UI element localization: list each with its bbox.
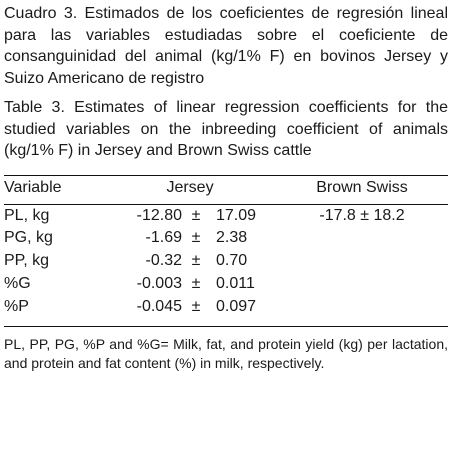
cell-variable: PG, kg bbox=[4, 229, 53, 247]
caption-english: Table 3. Estimates of linear regression … bbox=[4, 99, 448, 159]
cell-jersey-estimate: -0.003 bbox=[136, 274, 182, 292]
table-figure: Cuadro 3. Estimados de los coeficientes … bbox=[4, 3, 448, 373]
regression-table: Variable Jersey Brown Swiss PL, kg -12.8… bbox=[4, 176, 448, 319]
table-header-rule bbox=[4, 203, 448, 205]
cell-jersey-se: 2.38 bbox=[216, 229, 248, 247]
table-row: %G -0.003 ± 0.011 bbox=[4, 273, 448, 296]
table-row: %P -0.045 ± 0.097 bbox=[4, 296, 448, 319]
cell-jersey-se: 0.70 bbox=[216, 252, 248, 270]
header-brown-swiss: Brown Swiss bbox=[316, 178, 408, 196]
table-row: PP, kg -0.32 ± 0.70 bbox=[4, 250, 448, 273]
cell-plus-minus: ± bbox=[191, 274, 201, 292]
caption-spanish: Cuadro 3. Estimados de los coeficientes … bbox=[4, 5, 448, 87]
cell-brown-swiss bbox=[276, 273, 448, 296]
table-row: PL, kg -12.80 ± 17.09 -17.8 ± 18.2 bbox=[4, 205, 448, 228]
cell-plus-minus: ± bbox=[191, 297, 201, 315]
header-variable: Variable bbox=[4, 178, 62, 196]
table-footnote: PL, PP, PG, %P and %G= Milk, fat, and pr… bbox=[4, 336, 448, 372]
cell-variable: PL, kg bbox=[4, 206, 50, 224]
cell-plus-minus: ± bbox=[191, 252, 201, 270]
cell-variable: %G bbox=[4, 274, 31, 292]
cell-variable: PP, kg bbox=[4, 252, 50, 270]
header-jersey: Jersey bbox=[166, 178, 214, 196]
cell-brown-swiss bbox=[276, 296, 448, 319]
cell-plus-minus: ± bbox=[191, 229, 201, 247]
cell-jersey-se: 0.011 bbox=[216, 274, 255, 292]
table-top-rule bbox=[4, 174, 448, 176]
cell-variable: %P bbox=[4, 297, 29, 315]
cell-jersey-estimate: -12.80 bbox=[136, 206, 182, 224]
cell-jersey-estimate: -0.32 bbox=[145, 252, 182, 270]
cell-jersey-se: 0.097 bbox=[216, 297, 257, 315]
cell-plus-minus: ± bbox=[191, 206, 201, 224]
cell-jersey-estimate: -1.69 bbox=[145, 229, 182, 247]
table-bottom-rule bbox=[4, 326, 448, 328]
cell-brown-swiss bbox=[276, 250, 448, 273]
cell-brown-swiss bbox=[276, 227, 448, 250]
cell-jersey-se: 17.09 bbox=[216, 206, 257, 224]
table-header-row: Variable Jersey Brown Swiss bbox=[4, 176, 448, 197]
table-row: PG, kg -1.69 ± 2.38 bbox=[4, 227, 448, 250]
cell-brown-swiss: -17.8 ± 18.2 bbox=[319, 206, 405, 224]
cell-jersey-estimate: -0.045 bbox=[136, 297, 182, 315]
